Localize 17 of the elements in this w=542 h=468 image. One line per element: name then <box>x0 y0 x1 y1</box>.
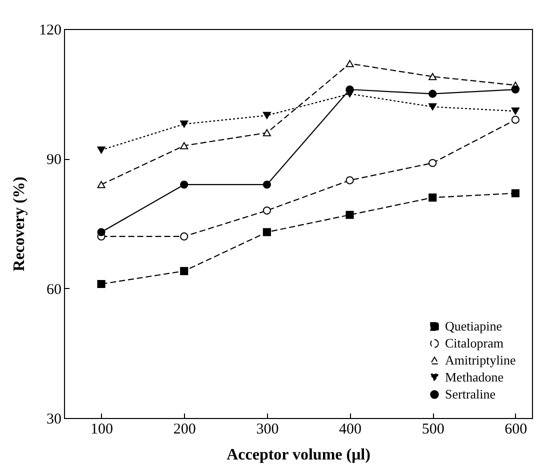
x-tick-label: 500 <box>422 422 444 438</box>
y-axis-title: Recovery (%) <box>11 176 28 272</box>
x-axis-title: Acceptor volume (μl) <box>226 446 370 464</box>
legend-label: Quetiapine <box>445 318 502 334</box>
legend-label: Amitriptyline <box>445 352 516 368</box>
x-tick-label: 200 <box>173 422 196 438</box>
x-tick-label: 600 <box>504 422 528 438</box>
x-tick-label: 400 <box>339 422 362 438</box>
y-tick-label: 30 <box>46 412 62 428</box>
legend-label: Sertraline <box>445 386 496 402</box>
legend-label: Citalopram <box>445 336 504 350</box>
legend-label: Methadone <box>445 370 504 384</box>
y-tick-label: 120 <box>39 22 62 38</box>
y-tick-label: 60 <box>46 282 62 298</box>
y-tick-label: 90 <box>46 152 62 168</box>
x-tick-label: 100 <box>90 422 114 438</box>
x-tick-label: 300 <box>256 422 279 438</box>
